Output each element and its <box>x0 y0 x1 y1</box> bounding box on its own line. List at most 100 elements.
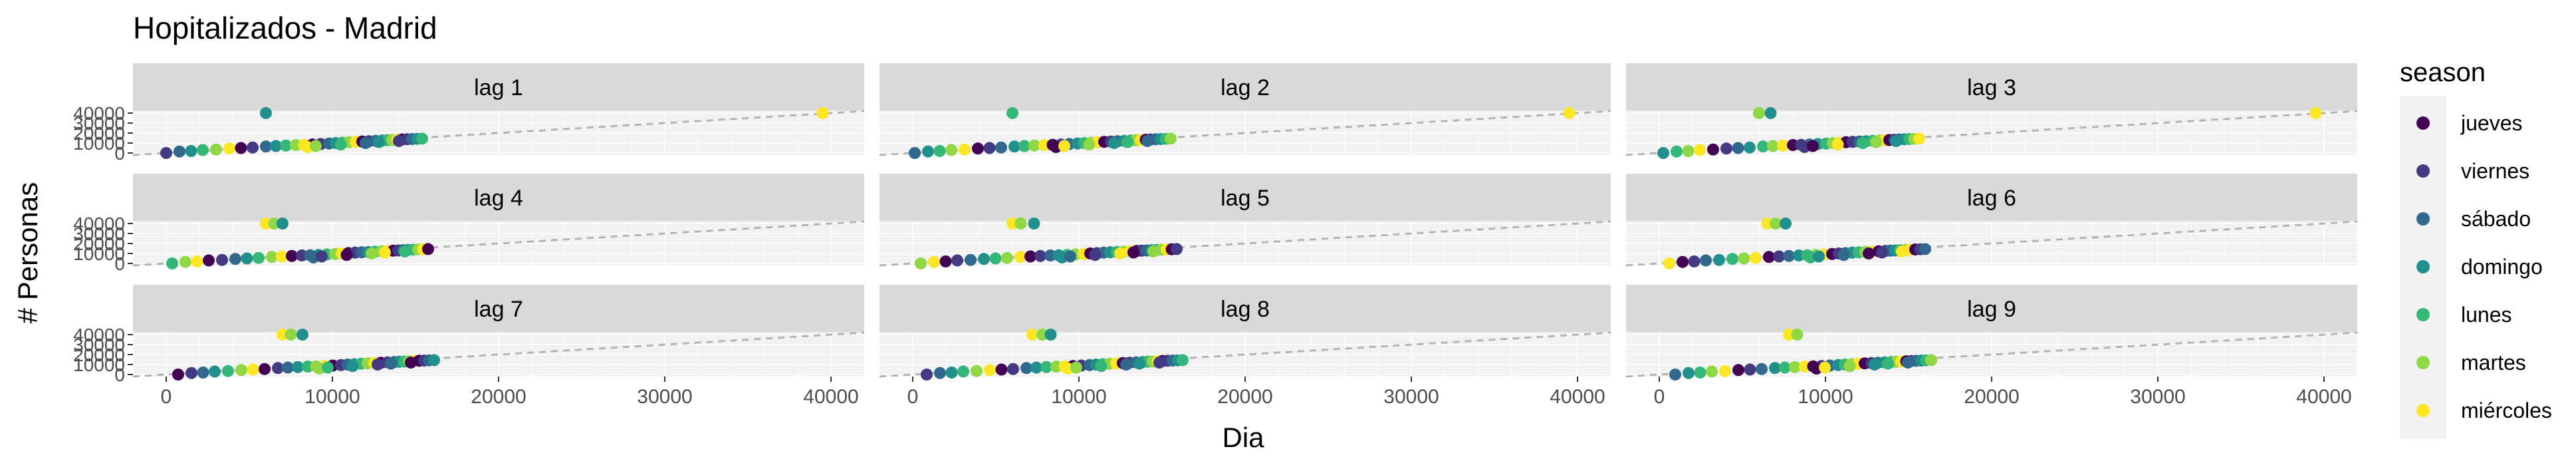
data-point <box>276 250 288 263</box>
data-point <box>909 147 921 159</box>
data-point <box>945 144 957 156</box>
data-point <box>1669 369 1681 381</box>
y-tick-label: 10000 <box>73 133 125 154</box>
data-point <box>1153 357 1165 369</box>
data-point <box>1006 218 1018 230</box>
data-point <box>296 249 308 261</box>
x-tick-label: 30000 <box>2130 386 2185 408</box>
data-point <box>933 145 946 157</box>
data-point <box>995 363 1008 376</box>
legend-entry-label: miércoles <box>2461 398 2552 422</box>
data-point <box>1070 361 1082 374</box>
x-tick-label: 30000 <box>1383 386 1439 408</box>
data-point <box>197 367 209 379</box>
legend-marker <box>2416 260 2430 273</box>
data-point <box>385 357 397 370</box>
facet-panel: lag 3 <box>1625 63 2358 159</box>
data-point <box>1896 245 1908 257</box>
legend-marker <box>2416 404 2430 417</box>
data-point <box>1014 218 1027 230</box>
data-point <box>1807 140 1819 152</box>
x-tick-label: 0 <box>907 386 919 408</box>
facet-strip-label: lag 1 <box>474 75 523 100</box>
y-tick-label: 20000 <box>73 233 125 254</box>
data-point <box>1783 329 1795 341</box>
data-point <box>1165 132 1177 145</box>
facet-strip <box>879 174 1611 222</box>
data-point <box>1177 354 1189 367</box>
x-tick-label: 0 <box>1654 386 1665 408</box>
data-point <box>1925 354 1937 367</box>
data-point <box>379 246 391 259</box>
data-point <box>1024 250 1036 263</box>
data-point <box>247 363 259 376</box>
x-tick-label: 20000 <box>471 386 526 408</box>
data-point <box>1694 367 1706 379</box>
data-point <box>277 329 289 341</box>
data-point <box>1563 107 1576 119</box>
facet-panel: lag 9 0 10000 20000 30000 40000 <box>1625 285 2358 408</box>
x-tick-label: 20000 <box>1964 386 2019 408</box>
y-tick-label: 10000 <box>73 355 125 375</box>
data-point <box>373 136 385 148</box>
data-point <box>1890 135 1902 147</box>
facet-panel: lag 6 <box>1625 174 2358 269</box>
data-point <box>1902 357 1914 369</box>
data-point <box>235 364 247 377</box>
data-point <box>1677 255 1689 268</box>
data-point <box>921 369 933 381</box>
data-point <box>928 255 940 268</box>
data-point <box>915 257 927 269</box>
facet-strip <box>879 63 1611 111</box>
data-point <box>210 143 222 156</box>
data-point <box>277 218 289 230</box>
data-point <box>1694 144 1706 156</box>
data-point <box>1657 147 1669 159</box>
y-tick-label: 0 <box>114 143 125 164</box>
y-tick-label: 20000 <box>73 123 125 144</box>
data-point <box>185 145 197 157</box>
facet-strip <box>879 285 1611 333</box>
data-point <box>1108 137 1120 149</box>
data-point <box>1026 329 1038 341</box>
data-point <box>1837 249 1850 261</box>
x-tick-label: 10000 <box>1051 386 1106 408</box>
data-point <box>1870 136 1882 148</box>
y-tick-label: 40000 <box>73 103 125 124</box>
legend-entry-label: martes <box>2461 351 2526 375</box>
data-point <box>191 255 203 267</box>
data-point <box>995 141 1007 154</box>
data-point <box>203 254 215 267</box>
data-point <box>172 369 184 381</box>
data-point <box>1700 254 1712 267</box>
data-point <box>1761 218 1774 230</box>
y-axis-label: # Personas <box>12 182 43 323</box>
data-point <box>1663 257 1675 269</box>
data-point <box>1787 139 1799 151</box>
data-point <box>1919 243 1931 255</box>
data-point <box>393 135 405 147</box>
data-point <box>334 138 347 151</box>
data-point <box>216 253 228 266</box>
data-point <box>272 362 284 375</box>
data-point <box>1780 218 1792 230</box>
data-point <box>405 357 417 369</box>
facet-strip-label: lag 3 <box>1967 75 2016 100</box>
data-point <box>1791 329 1804 341</box>
data-point <box>223 142 235 155</box>
data-point <box>1114 247 1126 259</box>
legend-marker <box>2416 308 2430 321</box>
y-tick-label: 40000 <box>73 325 125 345</box>
data-point <box>1083 138 1096 151</box>
legend-entry-label: lunes <box>2461 303 2512 327</box>
data-point <box>1789 361 1801 373</box>
data-point <box>1831 138 1844 151</box>
data-point <box>270 140 282 152</box>
data-point <box>346 360 359 373</box>
data-point <box>1757 140 1769 153</box>
facet-panel: lag 2 <box>879 63 1611 159</box>
